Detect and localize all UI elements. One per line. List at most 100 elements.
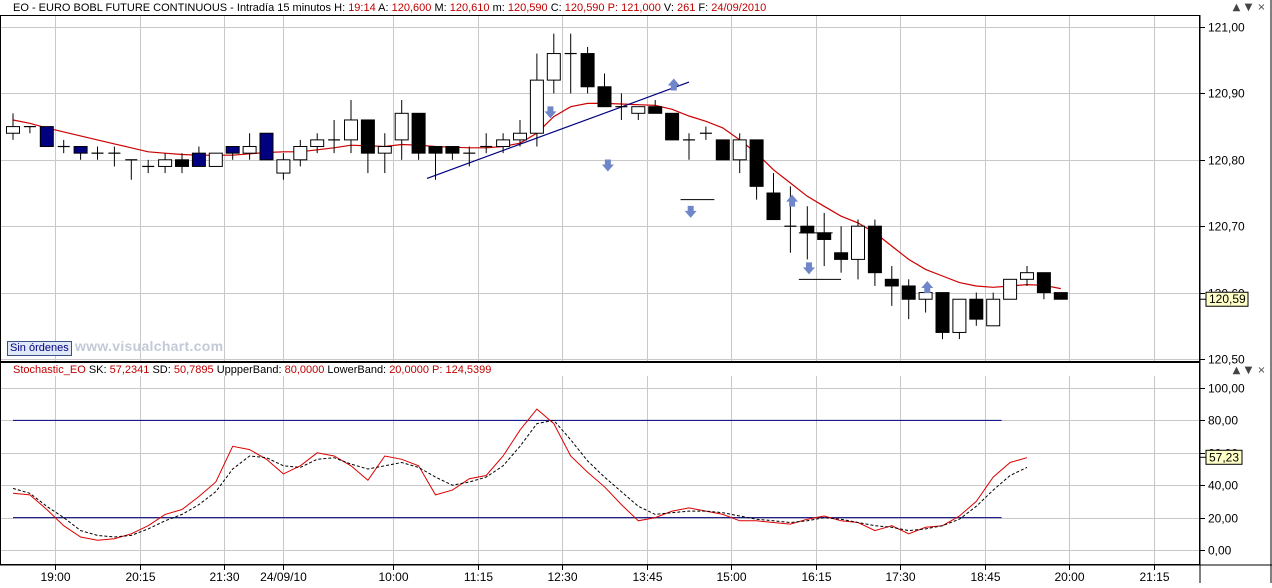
candle-body: [952, 298, 967, 333]
candle-body: [935, 292, 950, 333]
candle-body: [158, 159, 173, 167]
candle-body: [394, 112, 409, 141]
candle-body: [276, 159, 291, 174]
last-price-label: 120,59: [1209, 292, 1246, 306]
watermark: www.visualchart.com: [75, 338, 224, 354]
candle-body: [445, 146, 460, 154]
candle-body: [6, 126, 20, 134]
candle-body: [766, 192, 781, 221]
candle-body: [580, 53, 595, 88]
candle-body: [191, 152, 206, 167]
candle-body: [529, 79, 544, 134]
price-panel-frame: [0, 15, 1200, 362]
candle-body: [496, 139, 511, 148]
candle-body: [715, 139, 730, 161]
candle-body: [175, 159, 189, 167]
candle-body: [986, 298, 1001, 327]
indicator-close-icon[interactable]: ×: [1257, 365, 1266, 376]
indicator-header: Stochastic_EO SK: 57,2341 SD: 50,7895 Up…: [13, 364, 491, 376]
candle-body: [884, 278, 899, 287]
candle-body: [817, 232, 832, 240]
x-tick-label: 16:15: [801, 570, 831, 583]
candle-body: [1036, 272, 1051, 294]
candle-body: [800, 225, 815, 234]
candle-body: [648, 106, 663, 114]
x-tick-label: 11:15: [464, 570, 493, 583]
x-tick-label: 10:00: [378, 570, 408, 583]
candle-body: [834, 252, 849, 260]
candle-body: [73, 146, 88, 154]
candle-body: [242, 146, 257, 154]
arrow-down-icon: [544, 106, 557, 119]
last-price-box: [1205, 291, 1249, 307]
x-tick-label: 18:45: [970, 570, 1000, 583]
x-tick-label: 15:00: [716, 570, 746, 583]
candle-body: [867, 225, 882, 274]
candle-body: [39, 126, 54, 148]
candle-body: [293, 146, 308, 161]
indicator-scroll-down-icon[interactable]: ▼: [1244, 365, 1253, 376]
candle-body: [918, 292, 933, 300]
stochastic-sk-line: [12, 408, 1028, 541]
candle-body: [1053, 292, 1068, 300]
x-tick-label: 24/09/10: [260, 570, 307, 583]
y-tick-label: 120,70: [1208, 220, 1245, 234]
stoch-y-tick-label: 0,00: [1208, 544, 1232, 558]
candle-body: [513, 132, 527, 141]
candle-body: [360, 119, 375, 154]
trendline: [426, 81, 690, 179]
arrow-up-icon: [786, 194, 799, 207]
candle-body: [377, 146, 392, 154]
candle-body: [546, 53, 561, 81]
candle-body: [310, 139, 325, 148]
arrow-down-icon: [601, 159, 614, 172]
candle-body: [597, 86, 612, 108]
candle-body: [749, 139, 764, 187]
indicator-scroll-up-icon[interactable]: ▲: [1232, 365, 1241, 376]
x-tick-label: 20:15: [125, 570, 155, 583]
last-stoch-label: 57,23: [1209, 450, 1239, 464]
stoch-y-tick-label: 80,00: [1208, 414, 1238, 428]
candle-body: [428, 146, 443, 154]
candle-body: [851, 225, 865, 260]
y-tick-label: 121,00: [1208, 21, 1245, 35]
stoch-y-tick-label: 20,00: [1208, 512, 1238, 526]
last-stoch-box: [1205, 449, 1243, 465]
candle-body: [208, 152, 223, 167]
arrow-up-icon: [921, 280, 934, 293]
x-tick-label: 21:15: [1139, 570, 1169, 583]
indicator-panel-frame: [0, 362, 1200, 565]
scroll-up-icon[interactable]: ▲: [1232, 2, 1241, 13]
x-tick-label: 13:45: [632, 570, 662, 583]
arrow-up-icon: [667, 78, 680, 91]
x-tick-label: 19:00: [40, 570, 70, 583]
candle-body: [344, 119, 358, 141]
stoch-y-tick-label: 40,00: [1208, 479, 1238, 493]
candle-body: [901, 285, 916, 300]
y-tick-label: 120,80: [1208, 154, 1245, 168]
arrow-down-icon: [802, 262, 815, 275]
orders-status-button[interactable]: Sin órdenes: [7, 341, 72, 356]
price-layer: [6, 33, 1068, 340]
candle-body: [1020, 272, 1034, 280]
close-icon[interactable]: ×: [1257, 2, 1266, 13]
stoch-y-tick-label: 100,00: [1208, 382, 1245, 396]
candle-body: [1003, 278, 1018, 300]
chart-header: EO - EURO BOBL FUTURE CONTINUOUS - Intra…: [13, 2, 766, 14]
scroll-down-icon[interactable]: ▼: [1244, 2, 1253, 13]
x-tick-label: 12:30: [547, 570, 577, 583]
axis-layer: 19:00 20:15 21:30 24/09/10 10:00 11:15 12:30 13…: [40, 21, 1249, 584]
x-tick-label: 21:30: [209, 570, 239, 583]
candle-body: [411, 112, 426, 154]
candle-body: [665, 112, 680, 141]
candle-body: [732, 139, 747, 161]
candle-body: [259, 132, 274, 161]
x-tick-label: 20:00: [1054, 570, 1084, 583]
candle-body: [969, 298, 984, 320]
y-tick-label: 120,50: [1208, 353, 1245, 367]
x-tick-label: 17:30: [885, 570, 915, 583]
stochastic-layer: [12, 408, 1028, 541]
stochastic-sd-line: [12, 419, 1028, 538]
